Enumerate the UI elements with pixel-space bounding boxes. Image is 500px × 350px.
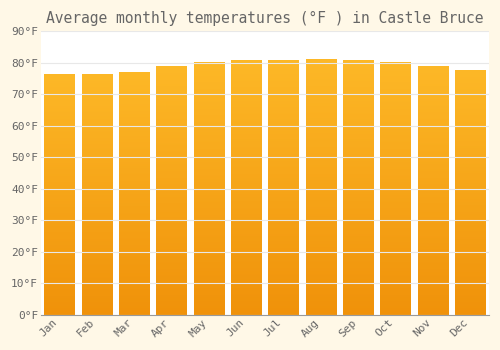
Title: Average monthly temperatures (°F ) in Castle Bruce: Average monthly temperatures (°F ) in Ca… [46, 11, 484, 26]
